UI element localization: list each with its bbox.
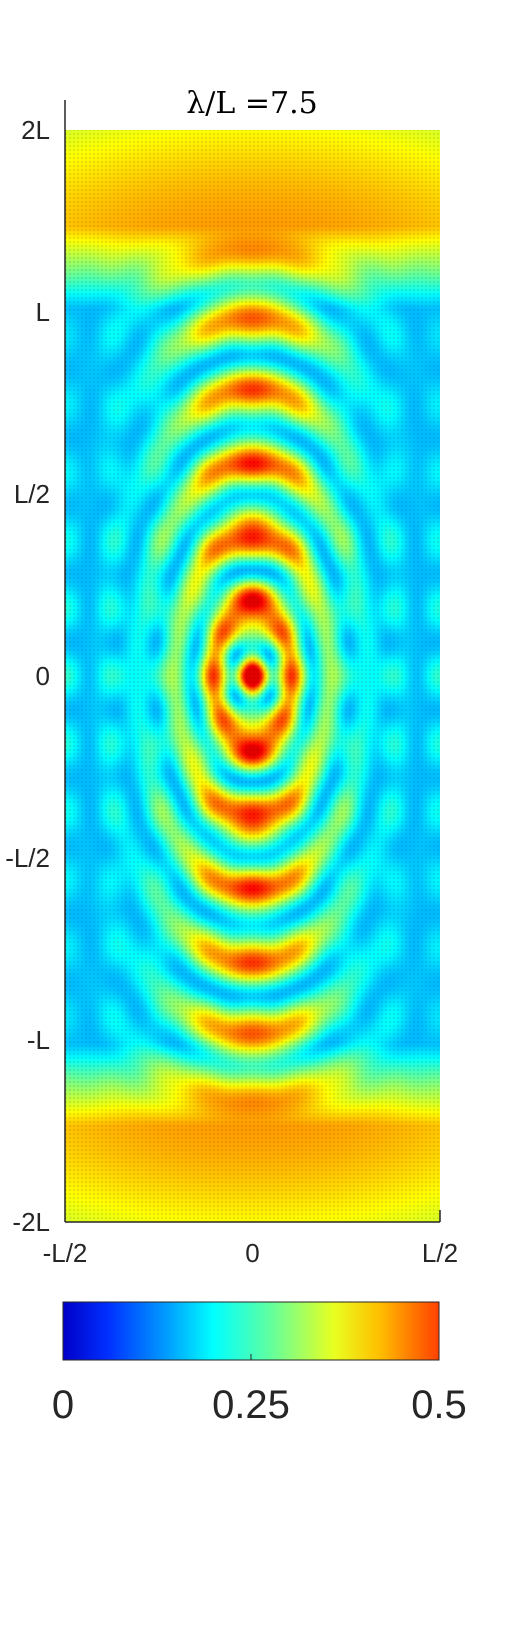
x-tick-label: 0 (245, 1238, 259, 1268)
colorbar-tick-labels: 0 0.25 0.5 (52, 1383, 467, 1427)
chart-title: λ/L =7.5 (186, 86, 317, 121)
y-tick-label: L (36, 297, 50, 327)
colorbar-tick-label: 0 (52, 1383, 74, 1427)
colorbar (62, 1301, 440, 1361)
y-tick-labels: 2L L L/2 0 -L/2 -L -2L (5, 115, 50, 1237)
grid-dots-overlay (65, 130, 440, 1222)
y-tick-label: -L (27, 1025, 50, 1055)
x-tick-labels: -L/2 0 L/2 (43, 1238, 458, 1268)
plot-area (65, 130, 440, 1222)
colorbar-gradient (62, 1301, 440, 1361)
colorbar-tick-label: 0.5 (411, 1383, 467, 1427)
x-tick-label: -L/2 (43, 1238, 88, 1268)
y-tick-label: -L/2 (5, 843, 50, 873)
y-tick-label: 0 (36, 661, 50, 691)
y-tick-label: 2L (21, 115, 50, 145)
y-tick-label: -2L (12, 1207, 50, 1237)
colorbar-tick-label: 0.25 (212, 1383, 290, 1427)
y-tick-label: L/2 (14, 479, 50, 509)
x-tick-label: L/2 (422, 1238, 458, 1268)
axes (64, 100, 441, 1223)
